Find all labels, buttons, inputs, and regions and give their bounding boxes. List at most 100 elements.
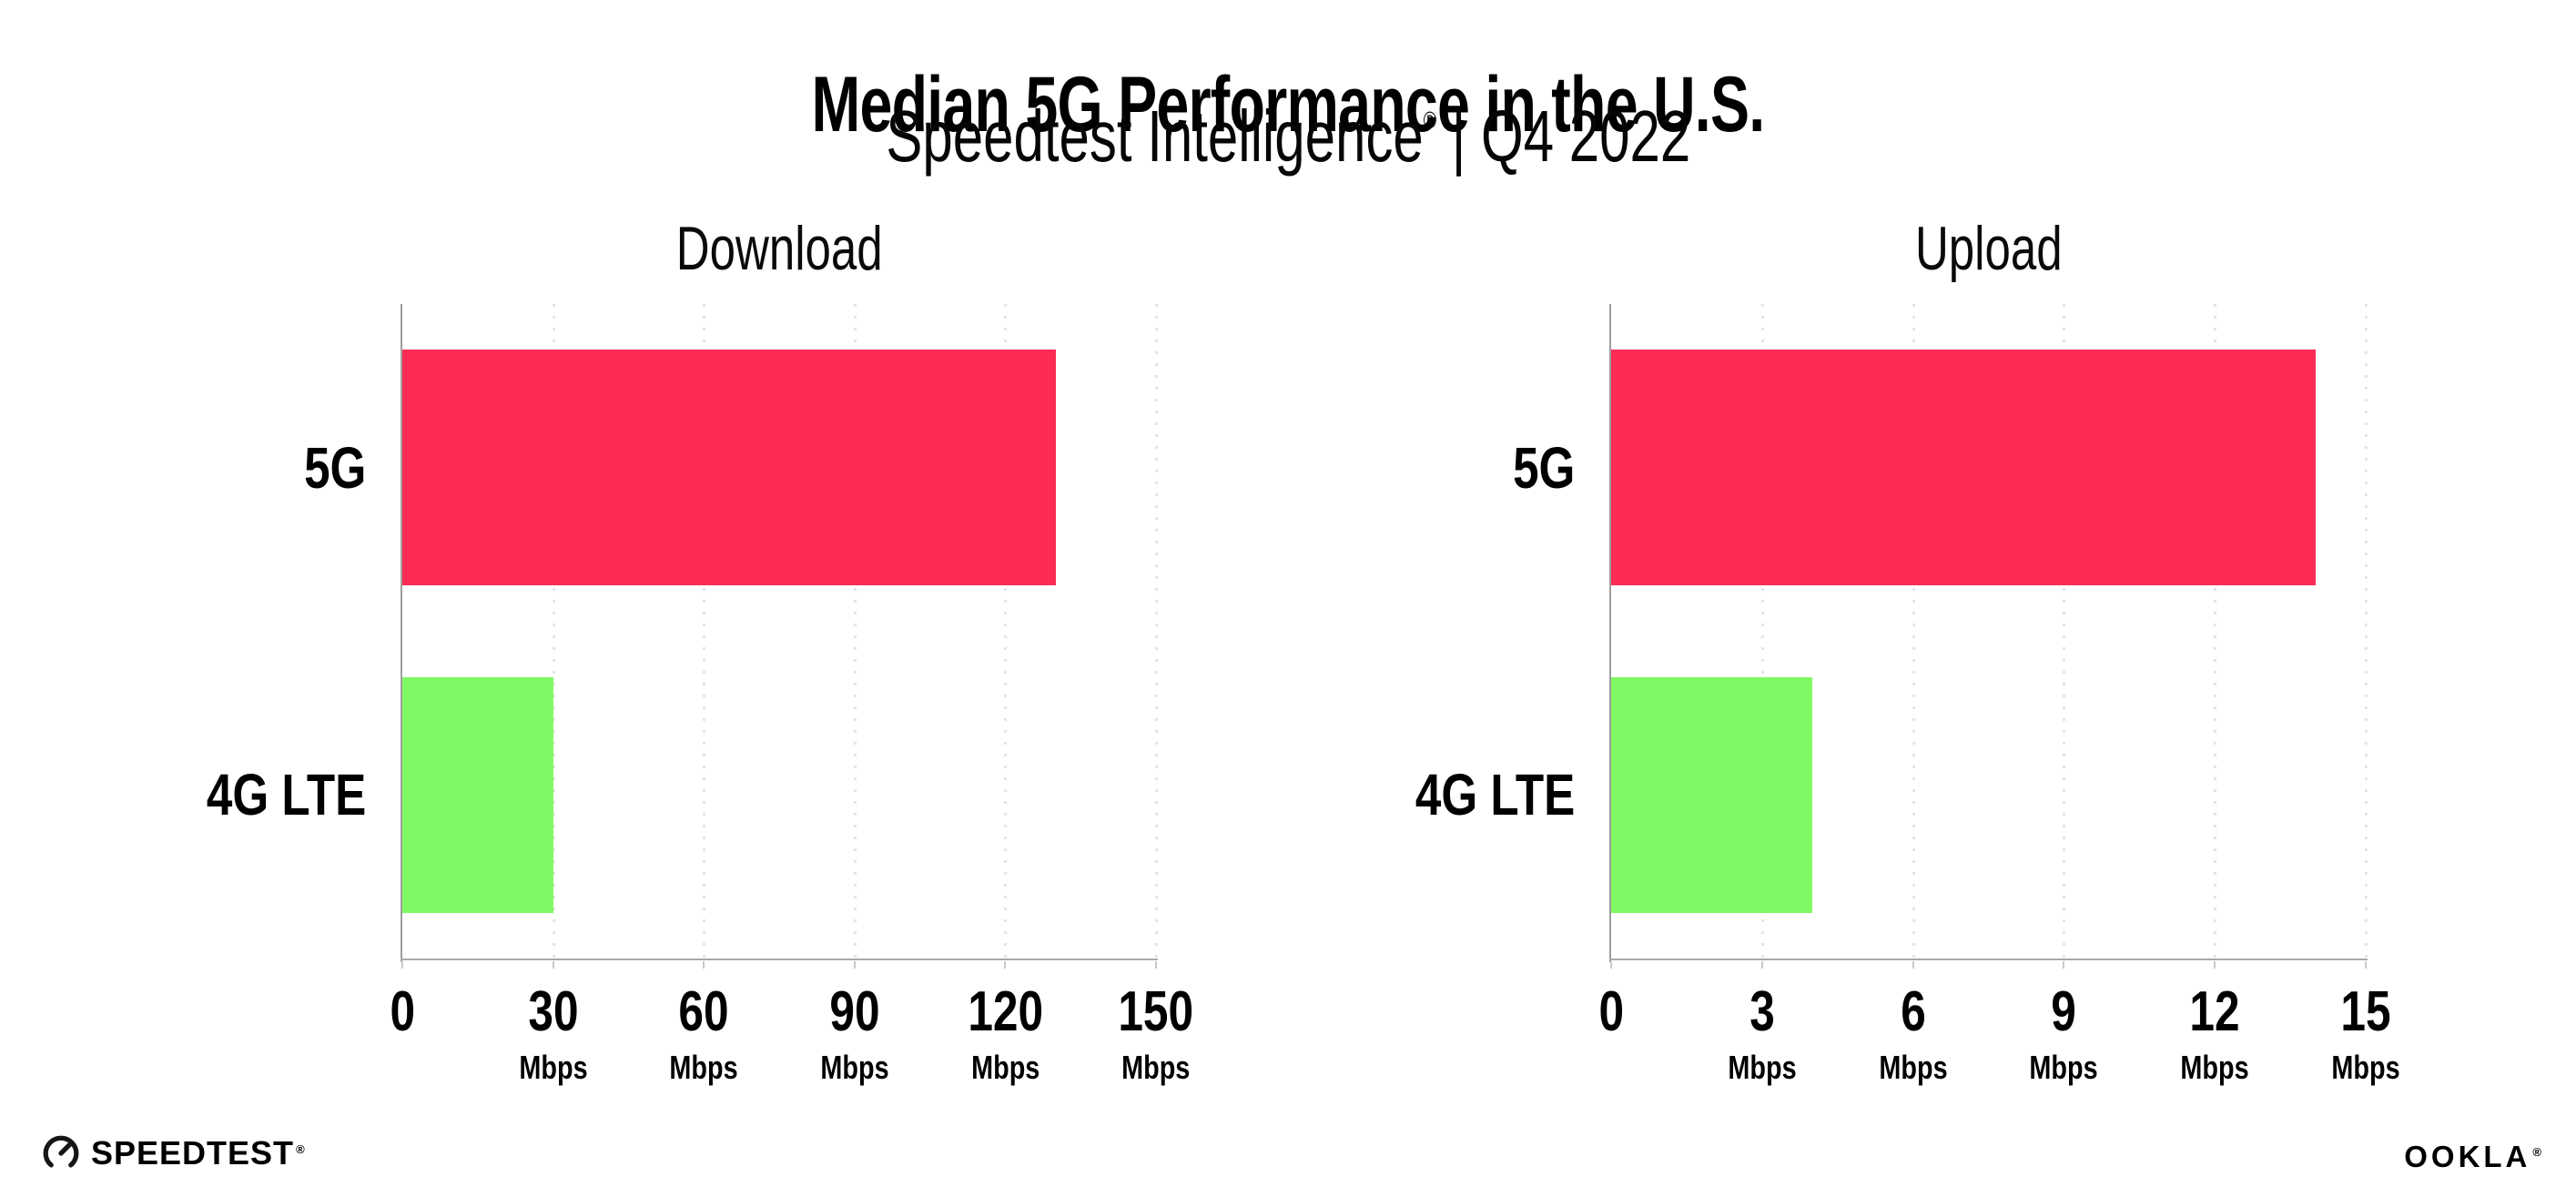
x-tick-label-0: 0: [1520, 984, 1702, 1040]
subtitle-period: | Q4 2022: [1435, 96, 1690, 177]
gridline-6: [1912, 304, 1915, 959]
x-tick-text-6: 6 Mbps: [1879, 984, 1947, 1084]
x-tick-value-120: 120: [968, 980, 1043, 1043]
x-tick-text-12: 12 Mbps: [2181, 984, 2249, 1084]
x-tick-value-15: 15: [2340, 980, 2391, 1043]
x-tick-value-0: 0: [1598, 980, 1624, 1043]
speedtest-registered-mark: ®: [296, 1142, 306, 1156]
x-tick-unit-9: Mbps: [2029, 1049, 2098, 1086]
page-title: Median 5G Performance in the U.S.: [0, 60, 2576, 148]
x-tick-text-120: 120 Mbps: [968, 984, 1043, 1084]
gridline-12: [2214, 304, 2217, 959]
speedtest-logo: SPEEDTEST ®: [42, 1134, 306, 1172]
x-tick-label-15: 15 Mbps: [2275, 984, 2457, 1084]
speedtest-wordmark: SPEEDTEST ®: [91, 1134, 306, 1172]
x-tick-label-3: 3 Mbps: [1671, 984, 1853, 1084]
download-chart: Download 0 30 Mbps 60 Mbps 90 Mbps 120 Mbps 150 Mb…: [207, 214, 1194, 1084]
x-axis-line: [1609, 959, 2368, 960]
registered-mark: ®: [1423, 107, 1436, 135]
plot-area: 0 30 Mbps 60 Mbps 90 Mbps 120 Mbps 150 Mbps 5G 4G LT…: [207, 304, 1193, 1084]
x-tick-value-0: 0: [390, 980, 415, 1043]
x-tick-label-0: 0: [311, 984, 493, 1040]
x-tickmark-150: [1155, 961, 1157, 969]
subtitle-text: Speedtest Intelligence® | Q4 2022: [886, 98, 1690, 175]
subtitle-brand: Speedtest Intelligence: [886, 96, 1424, 177]
category-label-text-5g: 5G: [303, 434, 366, 501]
category-label-4g-lte: 4G LTE: [0, 766, 366, 824]
x-tickmark-15: [2365, 961, 2367, 969]
bar-5g: [402, 350, 1056, 586]
x-tick-unit-90: Mbps: [820, 1049, 889, 1086]
gridline-60: [703, 304, 706, 959]
x-tickmark-6: [1912, 961, 1914, 969]
subtitle: Speedtest Intelligence® | Q4 2022: [0, 98, 2576, 175]
x-tick-unit-150: Mbps: [1121, 1049, 1191, 1086]
gridline-9: [2063, 304, 2066, 959]
x-tick-label-120: 120 Mbps: [914, 984, 1096, 1084]
gridline-120: [1004, 304, 1008, 959]
x-tick-label-150: 150 Mbps: [1065, 984, 1247, 1084]
x-tick-unit-60: Mbps: [669, 1049, 738, 1086]
category-label-text-4g-lte: 4G LTE: [206, 762, 366, 828]
ookla-wordmark: OOKLA: [2404, 1140, 2531, 1173]
x-tick-unit-30: Mbps: [518, 1049, 588, 1086]
x-tick-unit-15: Mbps: [2331, 1049, 2400, 1086]
x-tick-text-0: 0: [1598, 984, 1624, 1040]
x-tick-value-12: 12: [2189, 980, 2240, 1043]
x-tick-text-15: 15 Mbps: [2331, 984, 2399, 1084]
y-axis-line: [1609, 304, 1611, 962]
upload-chart: Upload 0 3 Mbps 6 Mbps 9 Mbps 12 Mbps 15 Mbps 5G 4G …: [1415, 214, 2400, 1084]
x-tick-label-6: 6 Mbps: [1822, 984, 2004, 1084]
upload-chart-title: Upload: [1914, 214, 2063, 283]
x-tickmark-90: [853, 961, 856, 969]
plot-area: 0 3 Mbps 6 Mbps 9 Mbps 12 Mbps 15 Mbps 5G 4G LTE: [1415, 304, 2400, 1084]
bar-4g-lte: [402, 676, 553, 913]
x-tick-text-90: 90 Mbps: [820, 984, 888, 1084]
x-tickmark-60: [703, 961, 705, 969]
x-tick-label-9: 9 Mbps: [1973, 984, 2155, 1084]
x-tick-value-60: 60: [678, 980, 729, 1043]
category-label-4g-lte: 4G LTE: [1192, 766, 1575, 824]
speedtest-gauge-icon: [43, 1135, 79, 1168]
category-label-text-5g: 5G: [1512, 434, 1575, 501]
x-tick-text-150: 150 Mbps: [1119, 984, 1194, 1084]
x-tick-text-9: 9 Mbps: [2030, 984, 2098, 1084]
x-tick-unit-120: Mbps: [970, 1049, 1040, 1086]
x-tick-label-12: 12 Mbps: [2124, 984, 2306, 1084]
x-tick-text-30: 30 Mbps: [519, 984, 587, 1084]
ookla-logo: OOKLA ®: [2404, 1140, 2545, 1174]
x-tick-value-9: 9: [2051, 980, 2077, 1043]
x-tick-value-30: 30: [528, 980, 579, 1043]
gridline-15: [2365, 304, 2368, 959]
ookla-registered-mark: ®: [2532, 1145, 2545, 1159]
x-tickmark-12: [2214, 961, 2216, 969]
category-label-text-4g-lte: 4G LTE: [1415, 762, 1575, 828]
download-chart-title: Download: [675, 214, 883, 283]
y-axis-line: [401, 304, 402, 962]
x-tick-value-3: 3: [1749, 980, 1775, 1043]
gridline-90: [853, 304, 857, 959]
x-tickmark-30: [552, 961, 554, 969]
x-axis-line: [401, 959, 1158, 960]
bar-5g: [1611, 350, 2316, 586]
x-tickmark-3: [1760, 961, 1763, 969]
x-tick-text-0: 0: [390, 984, 415, 1040]
x-tick-value-6: 6: [1900, 980, 1926, 1043]
gridline-30: [552, 304, 555, 959]
x-tick-unit-3: Mbps: [1728, 1049, 1797, 1086]
page-title-text: Median 5G Performance in the U.S.: [811, 60, 1766, 148]
x-tickmark-0: [1610, 961, 1612, 969]
x-tick-unit-12: Mbps: [2180, 1049, 2249, 1086]
x-tick-label-60: 60 Mbps: [613, 984, 795, 1084]
x-tickmark-9: [2063, 961, 2065, 969]
gridline-150: [1155, 304, 1158, 959]
gridline-3: [1760, 304, 1764, 959]
x-tickmark-0: [401, 961, 403, 969]
category-label-5g: 5G: [0, 439, 366, 497]
x-tickmark-120: [1004, 961, 1007, 969]
category-label-5g: 5G: [1192, 439, 1575, 497]
x-tick-label-30: 30 Mbps: [462, 984, 644, 1084]
x-tick-label-90: 90 Mbps: [764, 984, 946, 1084]
x-tick-text-60: 60 Mbps: [670, 984, 738, 1084]
